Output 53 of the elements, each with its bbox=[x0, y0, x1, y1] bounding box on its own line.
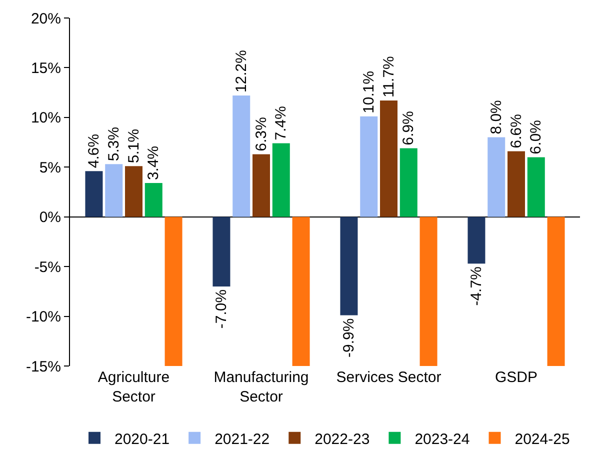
data-label: -9.9% bbox=[340, 318, 358, 358]
bar bbox=[105, 164, 123, 217]
y-tick-label: -10% bbox=[26, 308, 61, 326]
data-label: 10.1% bbox=[360, 70, 378, 114]
bar bbox=[508, 151, 525, 217]
bar bbox=[547, 216, 565, 366]
data-label: 12.2% bbox=[232, 50, 250, 93]
bar bbox=[144, 183, 162, 217]
bar bbox=[360, 116, 378, 217]
data-label: 6.0% bbox=[528, 120, 545, 154]
data-label: 5.1% bbox=[125, 128, 142, 164]
y-tick-label: 10% bbox=[30, 110, 61, 127]
data-label: 7.4% bbox=[272, 106, 290, 140]
data-label: 11.7% bbox=[380, 56, 398, 98]
bar bbox=[85, 171, 103, 217]
bar bbox=[420, 216, 438, 366]
data-label: 8.0% bbox=[488, 100, 505, 134]
legend-label: 2020-21 bbox=[114, 430, 170, 448]
bar bbox=[272, 143, 290, 217]
bar bbox=[340, 216, 358, 316]
y-tick-label: -5% bbox=[34, 258, 61, 276]
bar bbox=[527, 157, 545, 217]
x-tick-label: Agriculture Sector bbox=[98, 369, 170, 406]
data-label: 3.4% bbox=[145, 146, 162, 180]
bar bbox=[232, 96, 250, 217]
bar bbox=[380, 100, 398, 217]
legend-label: 2024-25 bbox=[514, 430, 570, 448]
bar bbox=[212, 216, 230, 286]
data-label: 6.9% bbox=[400, 111, 418, 146]
y-tick-label: 20% bbox=[30, 10, 61, 28]
legend-label: 2021-22 bbox=[214, 430, 270, 448]
x-tick-label: Services Sector bbox=[336, 369, 442, 386]
legend-label: 2022-23 bbox=[314, 430, 370, 448]
y-tick-label: 5% bbox=[39, 159, 61, 176]
data-label: 6.3% bbox=[252, 117, 270, 152]
data-label: 6.6% bbox=[508, 114, 525, 148]
bar bbox=[488, 137, 506, 217]
data-label: 4.6% bbox=[85, 134, 102, 168]
bar bbox=[164, 216, 182, 366]
y-tick-label: -15% bbox=[26, 358, 61, 376]
legend-label: 2023-24 bbox=[414, 430, 470, 448]
bar bbox=[252, 154, 270, 217]
y-tick-label: 0% bbox=[39, 209, 61, 226]
bar bbox=[468, 216, 486, 264]
y-tick-label: 15% bbox=[30, 60, 61, 77]
bar bbox=[125, 166, 142, 217]
x-tick-label: Manufacturing Sector bbox=[214, 369, 309, 406]
data-label: -7.0% bbox=[212, 289, 230, 329]
data-label: -4.7% bbox=[468, 266, 485, 306]
data-label: 5.3% bbox=[105, 126, 122, 162]
bar bbox=[292, 216, 310, 366]
bar bbox=[400, 148, 418, 217]
x-tick-label: GSDP bbox=[494, 369, 538, 386]
